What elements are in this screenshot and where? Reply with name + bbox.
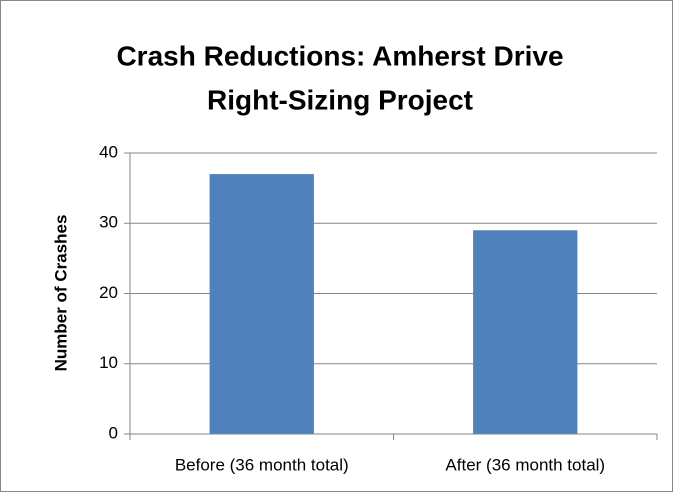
y-tick-label: 20 [99, 283, 118, 302]
bar [209, 174, 314, 434]
y-tick-label: 10 [99, 353, 118, 372]
y-tick-label: 30 [99, 213, 118, 232]
y-tick-label: 40 [99, 142, 118, 161]
x-tick-label: Before (36 month total) [175, 455, 349, 474]
y-axis-label: Number of Crashes [51, 215, 70, 372]
chart-title: Crash Reductions: Amherst Drive [116, 40, 563, 71]
x-tick-label: After (36 month total) [445, 455, 605, 474]
y-tick-label: 0 [109, 423, 118, 442]
chart-title: Right-Sizing Project [207, 84, 473, 115]
bar [473, 230, 578, 434]
